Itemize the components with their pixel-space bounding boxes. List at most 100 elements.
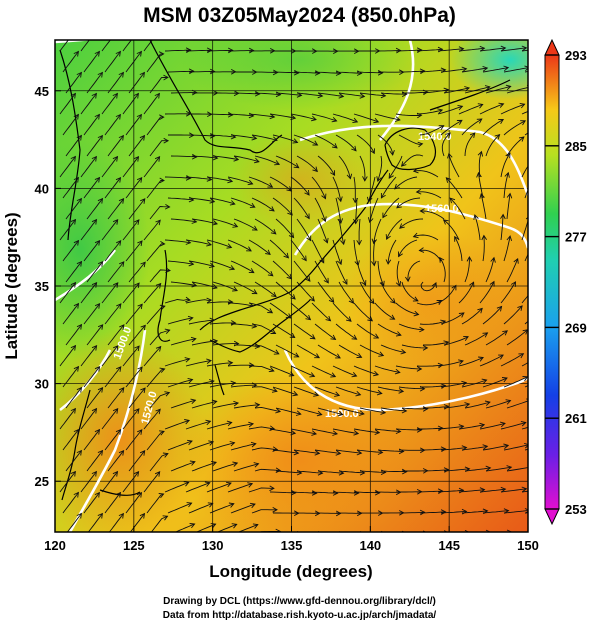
streamline-arrowhead <box>437 425 444 432</box>
streamline <box>332 428 359 435</box>
streamline-arrowhead <box>293 449 300 456</box>
streamline <box>191 218 218 225</box>
streamline-arrowhead <box>476 171 482 178</box>
streamline <box>441 132 451 157</box>
streamline <box>293 71 320 74</box>
streamline <box>395 113 422 116</box>
streamline <box>62 114 79 136</box>
streamline <box>296 218 312 241</box>
streamline <box>311 491 338 494</box>
streamline-arrowhead <box>389 314 396 320</box>
streamline <box>86 324 104 346</box>
streamline <box>479 422 506 430</box>
streamline-arrowhead <box>485 465 492 472</box>
streamline-arrowhead <box>70 407 76 414</box>
streamline-arrowhead <box>269 485 275 492</box>
streamline <box>101 219 119 241</box>
streamline-arrowhead <box>274 160 281 166</box>
streamline-arrowhead <box>247 482 254 488</box>
streamline <box>419 125 444 136</box>
streamline <box>437 489 464 493</box>
streamline <box>464 132 476 157</box>
streamline <box>65 387 82 409</box>
streamline-arrowhead <box>159 367 166 373</box>
streamline <box>402 533 428 534</box>
streamline <box>335 197 342 224</box>
streamline <box>80 156 97 178</box>
streamline-arrowhead <box>137 366 143 373</box>
streamline <box>482 306 502 325</box>
streamline-arrowhead <box>137 240 143 247</box>
streamline-arrowhead <box>154 471 161 477</box>
streamline-arrowhead <box>506 192 513 199</box>
streamline-arrowhead <box>292 138 299 144</box>
streamline <box>332 302 352 322</box>
streamline <box>122 219 140 241</box>
streamline <box>437 48 464 52</box>
streamline <box>396 197 421 209</box>
streamline <box>254 281 277 297</box>
streamline <box>146 368 165 388</box>
streamline <box>206 113 233 116</box>
streamline <box>269 428 296 434</box>
streamline <box>254 344 279 355</box>
streamline <box>65 135 82 157</box>
streamline <box>125 114 142 136</box>
streamline <box>396 260 401 287</box>
streamline <box>146 116 164 136</box>
streamline <box>146 430 165 451</box>
streamline-arrowhead <box>140 261 146 268</box>
streamline <box>86 135 103 157</box>
streamline-arrowhead <box>140 387 146 394</box>
streamline <box>296 344 320 359</box>
streamline <box>191 281 218 289</box>
x-tick-label: 120 <box>44 538 66 553</box>
streamline-arrowhead <box>91 344 98 351</box>
streamline <box>62 303 79 325</box>
streamline-arrowhead <box>499 421 506 428</box>
streamline <box>254 155 280 165</box>
streamline-arrowhead <box>116 240 122 246</box>
streamline-arrowhead <box>397 251 403 258</box>
streamline-arrowhead <box>155 282 162 289</box>
streamline-arrowhead <box>356 352 363 358</box>
streamline-arrowhead <box>505 152 511 159</box>
streamline-arrowhead <box>335 450 342 456</box>
streamline-arrowhead <box>94 176 101 183</box>
streamline <box>233 463 259 472</box>
streamline <box>381 176 397 199</box>
streamline-arrowhead <box>229 441 236 447</box>
streamline <box>479 103 504 115</box>
streamline <box>191 461 217 472</box>
streamline <box>380 470 407 473</box>
streamline <box>104 177 121 199</box>
streamline <box>233 404 260 409</box>
streamline-arrowhead <box>534 195 538 200</box>
streamline-arrowhead <box>443 87 450 94</box>
streamline-arrowhead <box>210 523 217 529</box>
streamline <box>143 219 161 241</box>
streamline-arrowhead <box>485 529 492 532</box>
streamline <box>206 239 232 248</box>
streamline <box>317 155 335 176</box>
streamline <box>275 344 299 358</box>
streamline-arrowhead <box>158 493 165 499</box>
streamline-arrowhead <box>206 47 213 54</box>
streamline <box>398 239 418 257</box>
streamline <box>101 93 118 115</box>
streamline <box>527 281 528 282</box>
streamline <box>449 197 466 220</box>
streamline-arrowhead <box>346 173 353 180</box>
streamline <box>59 408 76 430</box>
streamline-arrowhead <box>359 93 366 99</box>
streamline-arrowhead <box>418 247 425 253</box>
streamline <box>461 308 483 325</box>
streamline-arrowhead <box>338 93 345 99</box>
streamline <box>128 450 146 472</box>
streamline-arrowhead <box>112 92 118 99</box>
streamline-arrowhead <box>374 429 381 436</box>
streamline <box>443 219 460 241</box>
streamline <box>461 445 488 451</box>
streamline-arrowhead <box>321 216 327 223</box>
streamline-arrowhead <box>209 198 216 204</box>
